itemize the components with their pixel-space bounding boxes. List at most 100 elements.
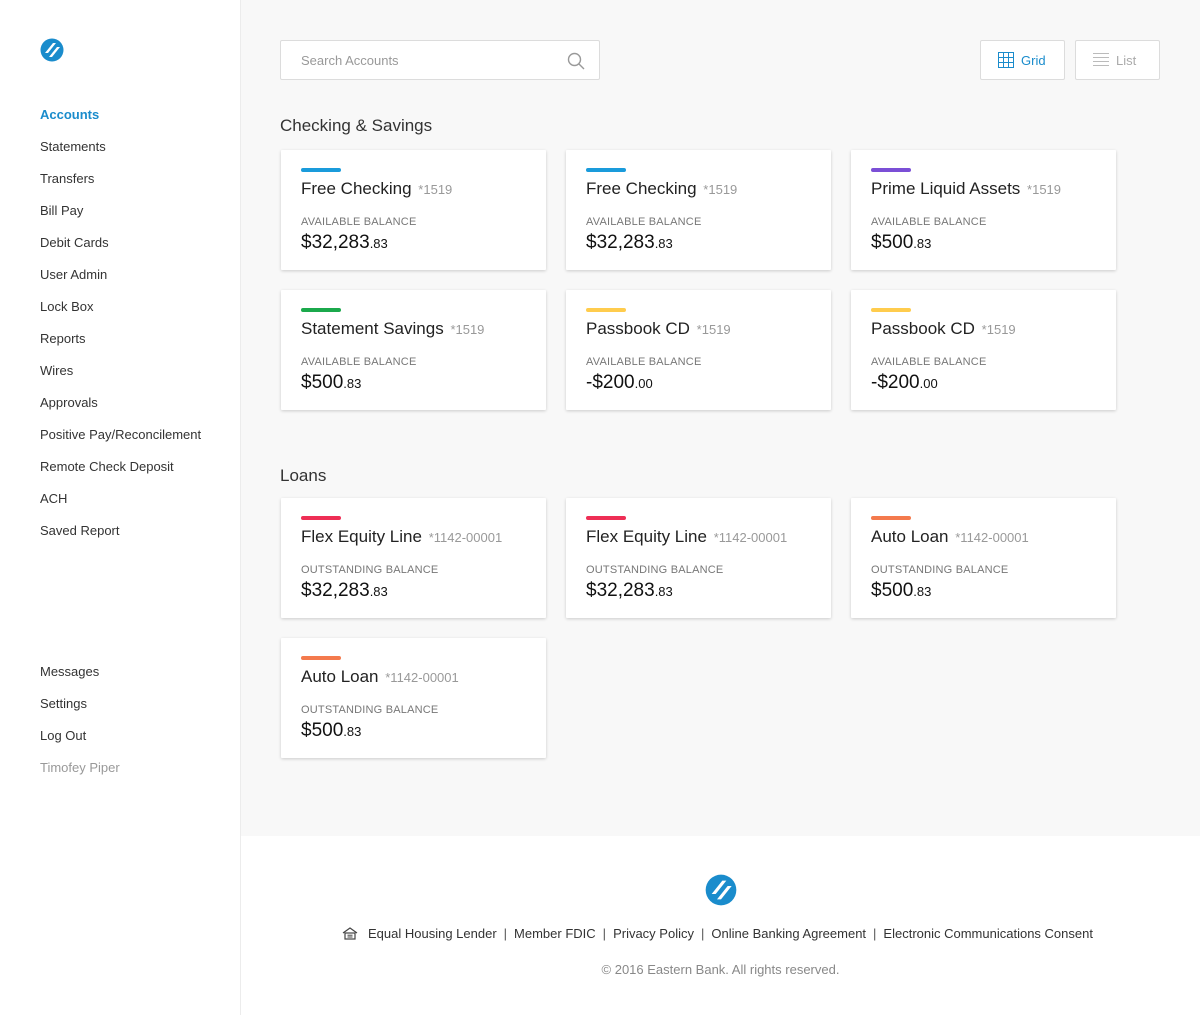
bank-logo-icon (705, 874, 737, 906)
balance-cents: .83 (913, 584, 932, 599)
balance-label: AVAILABLE BALANCE (586, 216, 702, 228)
balance-amount: $500.83 (301, 720, 361, 742)
nav-item-reports[interactable]: Reports (40, 331, 86, 346)
balance-amount: $500.83 (871, 232, 931, 254)
account-color-bar (586, 308, 626, 312)
balance-amount: $32,283.83 (586, 232, 673, 254)
nav-item-debit-cards[interactable]: Debit Cards (40, 235, 109, 250)
footer-link-electronic-communications[interactable]: Electronic Communications Consent (883, 926, 1093, 941)
nav-item-wires[interactable]: Wires (40, 363, 74, 378)
nav-item-transfers[interactable]: Transfers (40, 171, 95, 186)
account-card[interactable]: Flex Equity Line *1142-00001 OUTSTANDING … (281, 498, 546, 618)
account-card[interactable]: Prime Liquid Assets *1519 AVAILABLE BALAN… (851, 150, 1116, 270)
nav-item-remote-check-deposit[interactable]: Remote Check Deposit (40, 459, 174, 474)
account-color-bar (871, 308, 911, 312)
account-number: *1142-00001 (385, 670, 459, 685)
nav-item-messages[interactable]: Messages (40, 664, 100, 679)
search-input[interactable] (281, 41, 561, 79)
account-card[interactable]: Free Checking *1519 AVAILABLE BALANCE $32,… (566, 150, 831, 270)
account-color-bar (586, 516, 626, 520)
nav-item-user-admin[interactable]: User Admin (40, 267, 108, 282)
account-name-line: Statement Savings *1519 (301, 319, 484, 339)
balance-dollars: $32,283 (301, 580, 370, 601)
account-name-line: Auto Loan *1142-00001 (871, 527, 1029, 547)
equal-housing-icon (342, 927, 358, 940)
balance-dollars: $500 (871, 580, 914, 601)
balance-cents: .83 (654, 236, 673, 251)
footer-link-online-banking-agreement[interactable]: Online Banking Agreement (711, 926, 867, 941)
grid-icon (998, 52, 1014, 68)
account-card[interactable]: Auto Loan *1142-00001 OUTSTANDING BALANCE… (281, 638, 546, 758)
footer-link-privacy-policy[interactable]: Privacy Policy (613, 926, 694, 941)
account-name: Statement Savings (301, 319, 444, 338)
list-view-button[interactable]: List (1075, 40, 1160, 80)
nav-item-approvals[interactable]: Approvals (40, 395, 98, 410)
nav-item-saved-report[interactable]: Saved Report (40, 523, 120, 538)
balance-amount: $500.83 (871, 580, 931, 602)
account-card[interactable]: Statement Savings *1519 AVAILABLE BALANCE… (281, 290, 546, 410)
footer: Equal Housing Lender | Member FDIC | Pri… (241, 836, 1200, 1015)
account-name: Auto Loan (871, 527, 949, 546)
main-content: Grid List Checking & Savings Free Checki… (241, 0, 1200, 836)
account-card[interactable]: Passbook CD *1519 AVAILABLE BALANCE -$200.… (566, 290, 831, 410)
balance-cents: .00 (634, 376, 653, 391)
nav-item-positive-pay[interactable]: Positive Pay/Reconcilement (40, 427, 202, 442)
balance-amount: -$200.00 (871, 372, 938, 394)
account-name: Passbook CD (871, 319, 975, 338)
account-name-line: Prime Liquid Assets *1519 (871, 179, 1061, 199)
balance-label: OUTSTANDING BALANCE (301, 564, 439, 576)
balance-cents: .83 (369, 584, 388, 599)
balance-dollars: $32,283 (586, 232, 655, 253)
balance-cents: .83 (913, 236, 932, 251)
balance-dollars: -$200 (586, 372, 635, 393)
search-icon[interactable] (567, 52, 585, 70)
account-name-line: Flex Equity Line *1142-00001 (586, 527, 787, 547)
footer-link-equal-housing[interactable]: Equal Housing Lender (368, 926, 497, 941)
balance-dollars: $32,283 (301, 232, 370, 253)
copyright: © 2016 Eastern Bank. All rights reserved… (601, 962, 840, 977)
balance-cents: .83 (369, 236, 388, 251)
loans-heading: Loans (280, 466, 327, 485)
nav-item-accounts[interactable]: Accounts (40, 107, 100, 122)
nav-item-bill-pay[interactable]: Bill Pay (40, 203, 84, 218)
balance-cents: .83 (343, 724, 362, 739)
balance-label: AVAILABLE BALANCE (301, 216, 417, 228)
account-name-line: Passbook CD *1519 (871, 319, 1016, 339)
nav-item-lock-box[interactable]: Lock Box (40, 299, 94, 314)
account-number: *1519 (418, 182, 453, 197)
separator: | (873, 926, 877, 941)
balance-label: OUTSTANDING BALANCE (586, 564, 724, 576)
separator: | (503, 926, 508, 941)
footer-link-member-fdic[interactable]: Member FDIC (514, 926, 596, 941)
account-number: *1519 (703, 182, 738, 197)
nav-item-settings[interactable]: Settings (40, 696, 87, 711)
account-card[interactable]: Passbook CD *1519 AVAILABLE BALANCE -$200.… (851, 290, 1116, 410)
account-name-line: Passbook CD *1519 (586, 319, 731, 339)
nav-item-statements[interactable]: Statements (40, 139, 106, 154)
account-number: *1142-00001 (428, 530, 503, 545)
balance-amount: -$200.00 (586, 372, 653, 394)
account-card[interactable]: Flex Equity Line *1142-00001 OUTSTANDING … (566, 498, 831, 618)
nav-item-ach[interactable]: ACH (40, 491, 68, 506)
account-name-line: Free Checking *1519 (586, 179, 737, 199)
bank-logo-icon[interactable] (40, 38, 64, 62)
balance-label: AVAILABLE BALANCE (871, 356, 987, 368)
balance-amount: $32,283.83 (586, 580, 673, 602)
grid-view-button[interactable]: Grid (980, 40, 1065, 80)
separator: | (602, 926, 607, 941)
account-number: *1142-00001 (713, 530, 788, 545)
balance-amount: $32,283.83 (301, 232, 388, 254)
secondary-nav: Messages Settings Log Out Timofey Piper (40, 664, 120, 792)
nav-item-log-out[interactable]: Log Out (40, 728, 87, 743)
account-name-line: Free Checking *1519 (301, 179, 452, 199)
balance-label: OUTSTANDING BALANCE (301, 704, 439, 716)
account-number: *1519 (696, 322, 731, 337)
account-name-line: Flex Equity Line *1142-00001 (301, 527, 502, 547)
account-name: Flex Equity Line (586, 527, 707, 546)
account-color-bar (871, 516, 911, 520)
account-color-bar (301, 308, 341, 312)
account-card[interactable]: Free Checking *1519 AVAILABLE BALANCE $32,… (281, 150, 546, 270)
balance-label: OUTSTANDING BALANCE (871, 564, 1009, 576)
account-card[interactable]: Auto Loan *1142-00001 OUTSTANDING BALANCE… (851, 498, 1116, 618)
grid-view-label: Grid (1021, 52, 1046, 68)
